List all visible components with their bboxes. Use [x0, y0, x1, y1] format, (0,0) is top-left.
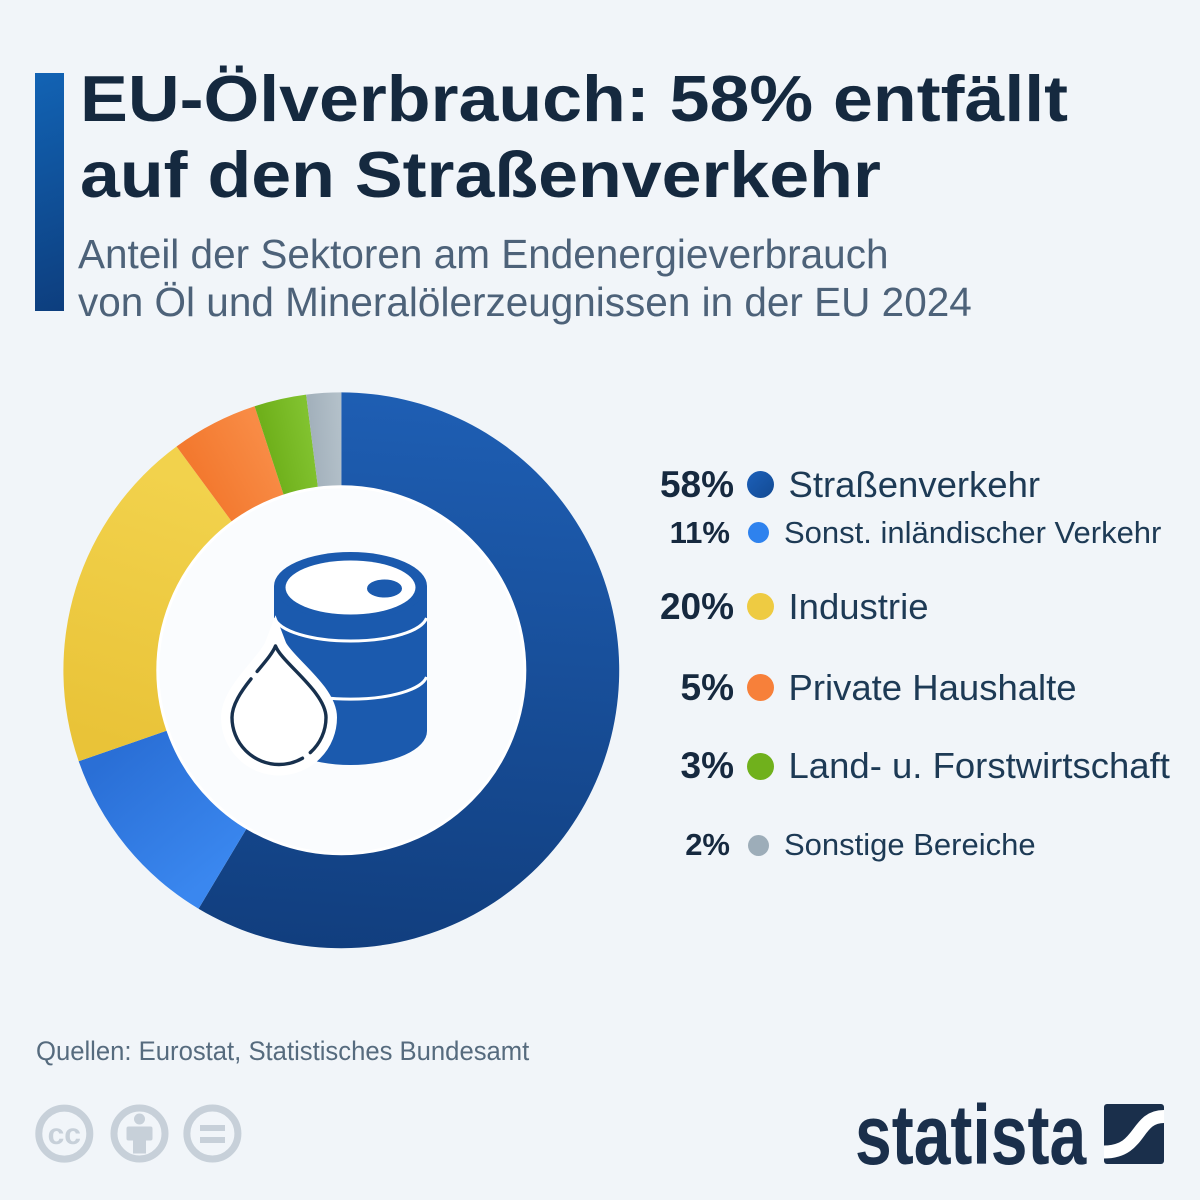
svg-text:cc: cc	[48, 1118, 81, 1151]
